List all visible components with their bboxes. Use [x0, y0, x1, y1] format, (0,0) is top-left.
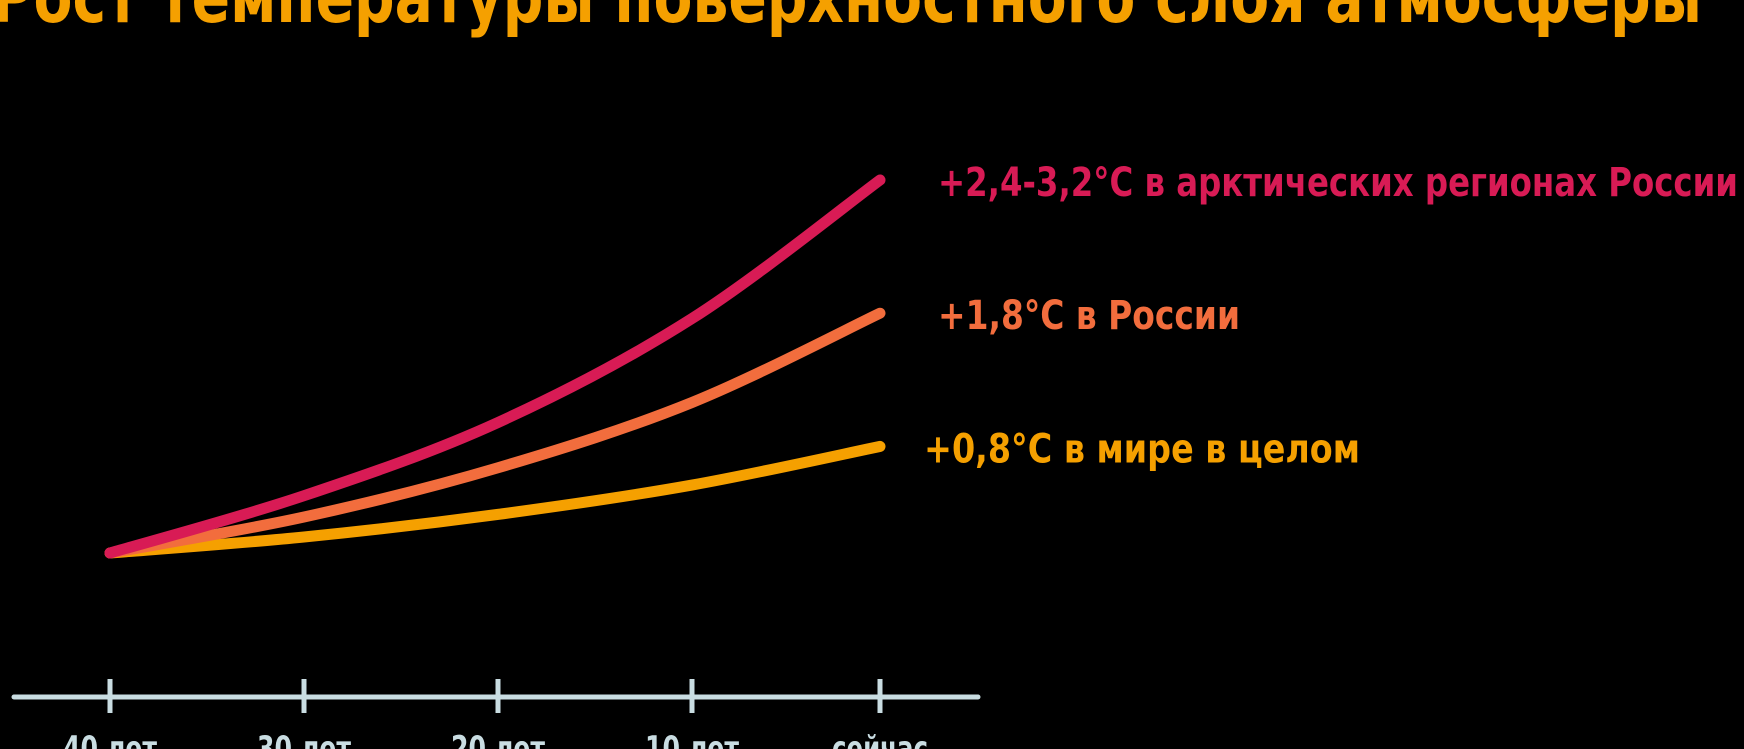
x-tick-label-4: 10 лет — [645, 729, 739, 749]
x-tick-label-1: 40 лет — [63, 729, 157, 749]
series-label-2: +1,8°С в России — [938, 293, 1240, 339]
chart-title: Рост температуры поверхностного слоя атм… — [0, 0, 1702, 39]
series-line-3 — [104, 440, 886, 559]
x-tick-label-2: 30 лет — [257, 729, 351, 749]
x-tick-label-5: сейчас — [832, 729, 928, 749]
x-tick-label-3: 20 лет — [451, 729, 545, 749]
series-layer — [104, 174, 886, 559]
series-label-1: +2,4-3,2°С в арктических регионах России — [938, 160, 1738, 206]
series-line-1 — [104, 174, 886, 559]
series-label-3: +0,8°С в мире в целом — [924, 426, 1360, 472]
series-line-2 — [104, 307, 886, 559]
series-labels: +2,4-3,2°С в арктических регионах России… — [924, 160, 1738, 472]
x-ticks: 40 лет 30 лет 20 лет 10 лет сейчас — [63, 679, 928, 749]
